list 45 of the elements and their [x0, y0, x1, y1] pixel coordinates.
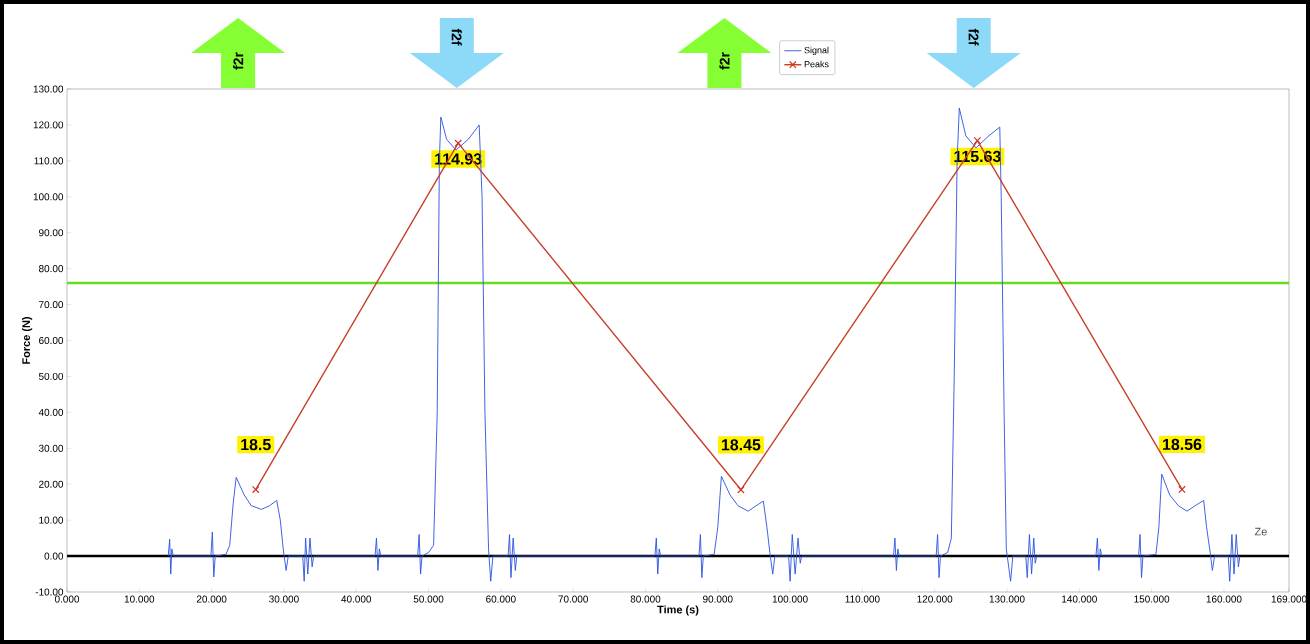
y-tick-label: 50.00: [38, 372, 64, 380]
x-tick-label: 100.000: [772, 595, 808, 603]
x-tick-label: 80.000: [630, 595, 661, 603]
x-tick-label: 120.000: [917, 595, 953, 603]
x-tick-label: 130.000: [989, 595, 1025, 603]
text: f2r: [719, 52, 730, 70]
x-tick-label: 140.000: [1062, 595, 1097, 603]
y-tick-label: 10.00: [39, 516, 64, 524]
y-tick-label: 30.00: [38, 444, 64, 452]
x-tick-label: 169.000: [1271, 595, 1307, 603]
data-label: 18.45: [721, 439, 761, 451]
x-tick-label: 60.000: [486, 595, 516, 603]
x-tick-label: 160.000: [1206, 595, 1242, 603]
legend-label: Peaks: [804, 60, 829, 68]
x-tick-label: 40.000: [341, 595, 372, 603]
x-tick-label: 70.000: [558, 595, 588, 603]
x-tick-label: 10.000: [124, 595, 155, 603]
y-tick-label: 20.00: [39, 480, 64, 488]
text: f2f: [451, 28, 462, 46]
y-axis-title: Force (N): [21, 317, 33, 364]
y-tick-label: 90.00: [39, 229, 64, 237]
annotation: Ze: [1254, 527, 1267, 536]
y-tick-label: 0.00: [44, 552, 64, 560]
x-tick-label: 90.000: [703, 595, 733, 603]
y-tick-label: 120.00: [33, 121, 64, 129]
text: f2f: [968, 28, 979, 46]
y-tick-label: 100.00: [33, 193, 64, 201]
x-tick-label: 50.000: [413, 595, 444, 603]
x-tick-label: 0.000: [54, 595, 80, 603]
y-tick-label: 110.00: [34, 157, 64, 165]
y-tick-label: 70.00: [39, 301, 64, 309]
y-tick-label: -10.00: [35, 588, 64, 596]
y-tick-label: 60.00: [39, 336, 64, 345]
x-tick-label: 30.000: [269, 595, 299, 603]
data-label: 18.5: [241, 438, 271, 451]
x-axis-title: Time (s): [657, 605, 699, 616]
data-label: 18.56: [1163, 438, 1202, 451]
y-tick-label: 80.00: [38, 265, 64, 273]
text: f2r: [233, 52, 244, 70]
x-tick-label: 110.000: [845, 595, 880, 603]
legend-label: Signal: [804, 46, 829, 56]
y-tick-label: 40.00: [38, 408, 64, 416]
x-tick-label: 150.000: [1134, 595, 1170, 603]
x-tick-label: 20.000: [196, 595, 227, 603]
y-tick-label: 130.00: [33, 85, 64, 93]
